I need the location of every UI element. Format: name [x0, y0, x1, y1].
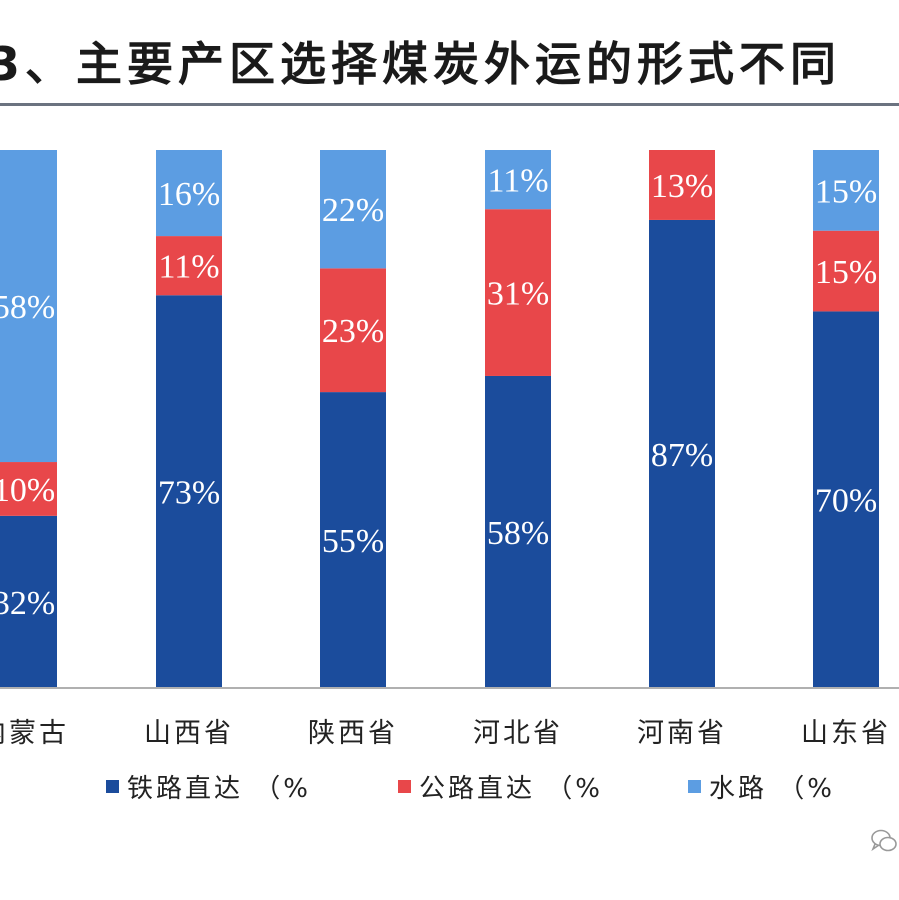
category-label-0: 内蒙古 [0, 718, 69, 749]
legend-swatch-rail [106, 780, 119, 793]
bar-segment-rail-3 [485, 375, 551, 688]
data-label-water-2: 22% [322, 192, 384, 229]
legend-label-water: 水路 （% [709, 774, 835, 804]
category-label-4: 河南省 [637, 718, 727, 749]
bar-segment-road-2 [320, 268, 386, 393]
legend-label-road: 公路直达 （% [419, 774, 603, 804]
data-label-road-0: 10% [0, 472, 55, 509]
data-label-rail-2: 55% [322, 523, 384, 560]
category-labels: 内蒙古 山西省 陕西省 河北省 河南省 山东省 [0, 718, 891, 749]
bar-segment-road-3 [485, 209, 551, 376]
legend-item-water: 水路 （% [688, 768, 835, 805]
legend: 铁路直达 （% 公路直达 （% 水路 （% [0, 768, 899, 808]
bar-segment-road-1 [156, 236, 222, 296]
bar-segment-road-0 [0, 462, 57, 516]
data-label-water-1: 16% [158, 176, 220, 213]
legend-item-rail: 铁路直达 （% [106, 768, 311, 805]
data-label-rail-3: 58% [487, 515, 549, 552]
bar-segment-water-5 [813, 150, 879, 231]
wechat-chat-icon [871, 829, 897, 852]
category-label-3: 河北省 [473, 718, 563, 749]
bar-segment-water-1 [156, 150, 222, 237]
legend-label-rail: 铁路直达 （% [127, 774, 311, 804]
data-label-water-5: 15% [815, 173, 877, 210]
data-label-rail-5: 70% [815, 483, 877, 520]
stacked-bar-chart: 32% 10% 58% 73% 11% 16% 55% 23% 22% 58% 31% 11% 87% 1… [0, 150, 899, 749]
bar-segment-rail-0 [0, 515, 57, 688]
chart-title: 3、主要产区选择煤炭外运的形式不同 [0, 37, 842, 91]
bar-segment-rail-2 [320, 392, 386, 688]
bar-segment-road-4 [649, 150, 715, 220]
bar-segment-water-0 [0, 150, 57, 463]
data-label-water-3: 11% [487, 163, 548, 200]
bar-segment-rail-1 [156, 295, 222, 688]
data-label-rail-4: 87% [651, 437, 713, 474]
category-label-2: 陕西省 [308, 718, 398, 749]
legend-swatch-water [688, 780, 701, 793]
bars-group: 32% 10% 58% 73% 11% 16% 55% 23% 22% 58% 31% 11% 87% 1… [0, 150, 879, 688]
category-label-1: 山西省 [144, 718, 234, 749]
bar-segment-rail-5 [813, 311, 879, 688]
bar-segment-road-5 [813, 230, 879, 312]
category-label-5: 山东省 [801, 718, 891, 749]
bar-segment-water-3 [485, 150, 551, 210]
data-label-road-2: 23% [322, 313, 384, 350]
data-label-water-0: 58% [0, 289, 55, 326]
title-divider [0, 103, 899, 106]
bar-segment-water-2 [320, 150, 386, 269]
legend-swatch-road [398, 780, 411, 793]
data-label-rail-0: 32% [0, 585, 55, 622]
data-label-rail-1: 73% [158, 475, 220, 512]
legend-item-road: 公路直达 （% [398, 768, 603, 805]
data-label-road-3: 31% [487, 276, 549, 313]
data-label-road-4: 13% [651, 168, 713, 205]
bar-segment-rail-4 [649, 219, 715, 688]
data-label-road-5: 15% [815, 254, 877, 291]
data-label-road-1: 11% [158, 249, 219, 286]
